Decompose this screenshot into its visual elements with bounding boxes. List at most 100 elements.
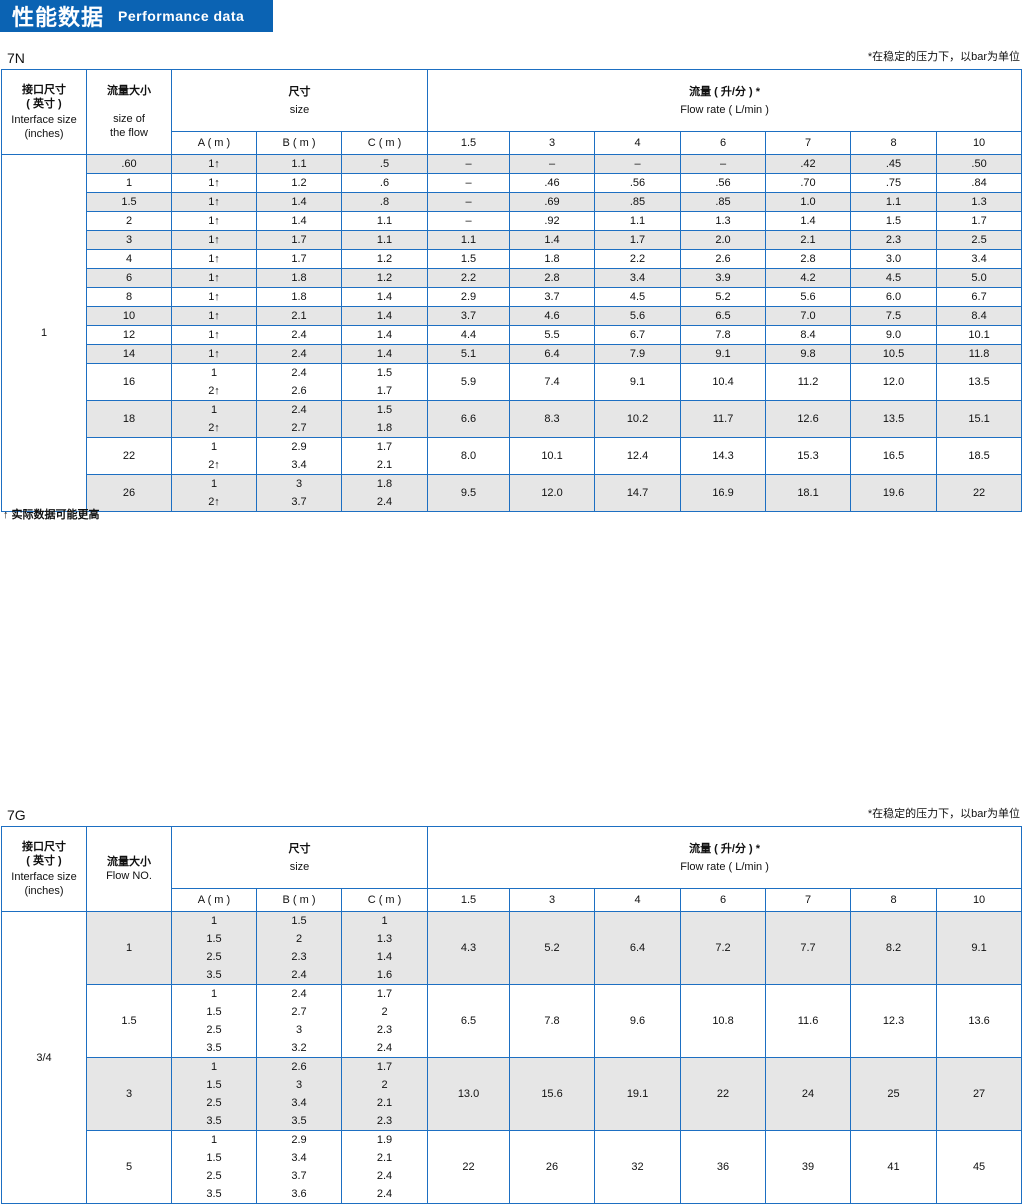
- dim-value: 2↑: [208, 385, 220, 397]
- dim-c-cell: 1.7 2.1: [340, 437, 429, 475]
- dim-value: 1.5: [206, 1006, 222, 1018]
- table-row: 1.5 1↑ 1.4.8– .69.85.85 1.0 1.1 1.3: [2, 192, 1022, 212]
- flow-rate-cell: .45: [850, 154, 938, 174]
- header-pressure: 6: [680, 888, 767, 912]
- header-pressure: 10: [936, 131, 1022, 155]
- performance-table-7n: 接口尺寸 ( 英寸 ) Interface size (inches) 流量大小 size…: [1, 69, 1022, 512]
- dim-b-cell: 1.7: [256, 249, 342, 269]
- flow-rate-cell: 11.7: [680, 400, 767, 438]
- table-row: 12 1↑ 2.4 1.4 4.4 5.5 6.7 7.8 8.4 9.0 10.1: [2, 325, 1022, 345]
- flow-size-cell: .60: [86, 154, 172, 174]
- dim-value: 2↑: [208, 459, 220, 471]
- dim-value: 2.3: [376, 1115, 393, 1127]
- header-text: 尺寸: [288, 85, 311, 98]
- flow-rate-cell: 2.0: [680, 230, 767, 250]
- dim-c-cell: .5: [340, 154, 429, 174]
- flow-rate-cell: –: [427, 154, 511, 174]
- flow-rate-cell: 1.4: [509, 230, 596, 250]
- dim-value: 1.1: [376, 234, 393, 246]
- flow-size-cell: 1: [86, 911, 172, 985]
- header-text: (inches): [24, 885, 64, 897]
- flow-rate-cell: –: [680, 154, 767, 174]
- table-row: 26 1 2↑ 3 3.7 1.8 2.4 9.5 12.0 14.7 16.9 18.1 19.6 22: [2, 474, 1022, 512]
- header-text: the flow: [110, 127, 148, 139]
- flow-rate-cell: 11.8: [936, 344, 1022, 364]
- flow-rate-cell: 2.9: [427, 287, 511, 307]
- dim-a-cell: 1↑: [171, 287, 257, 307]
- dim-c-cell: 1.4: [340, 344, 429, 364]
- flow-rate-cell: –: [427, 173, 511, 193]
- dim-b-cell: 2.4 2.7 3 3.2: [256, 984, 342, 1058]
- dim-a-cell: 1↑: [171, 306, 257, 326]
- flow-rate-cell: –: [594, 154, 682, 174]
- dim-a-cell: 1↑: [171, 211, 257, 231]
- flow-rate-cell: 1.1: [850, 192, 938, 212]
- flow-rate-cell: 36: [680, 1130, 767, 1204]
- dim-value: 3.4: [291, 459, 307, 471]
- dim-value: 2.4: [376, 1188, 393, 1200]
- dim-value: 2↑: [208, 422, 220, 434]
- flow-rate-cell: 8.4: [765, 325, 852, 345]
- dim-value: 1: [210, 1134, 218, 1146]
- flow-rate-cell: 1.1: [427, 230, 511, 250]
- flow-rate-cell: 12.4: [594, 437, 682, 475]
- header-size: 尺寸 size: [170, 826, 429, 889]
- flow-rate-cell: 2.8: [509, 268, 596, 288]
- dim-a-cell: 1↑: [171, 192, 257, 212]
- dim-value: 1↑: [208, 348, 220, 360]
- dim-value: 2.5: [206, 1024, 222, 1036]
- flow-size-cell: 1.5: [86, 984, 172, 1058]
- flow-rate-cell: .56: [594, 173, 682, 193]
- header-text: size of: [113, 113, 145, 125]
- dim-value: 1.2: [376, 272, 393, 284]
- dim-value: 3.5: [291, 1115, 307, 1127]
- flow-rate-cell: 24: [765, 1057, 852, 1131]
- flow-rate-cell: 6.6: [427, 400, 511, 438]
- dim-value: 1.7: [291, 234, 307, 246]
- flow-rate-cell: .50: [936, 154, 1022, 174]
- dim-a-cell: 1 1.5 2.5 3.5: [171, 1130, 257, 1204]
- dim-c-cell: 1.1: [340, 230, 429, 250]
- flow-rate-cell: 11.6: [765, 984, 852, 1058]
- dim-value: 1: [210, 988, 218, 1000]
- dim-value: 2.4: [291, 348, 307, 360]
- dim-value: 1.4: [376, 348, 393, 360]
- flow-rate-cell: 1.0: [765, 192, 852, 212]
- table-row: 22 1 2↑ 2.9 3.4 1.7 2.1 8.0 10.1 12.4 14.3 15.3 16.5…: [2, 437, 1022, 475]
- flow-rate-cell: 15.1: [936, 400, 1022, 438]
- flow-rate-cell: 3.7: [427, 306, 511, 326]
- table-row: 18 1 2↑ 2.4 2.7 1.5 1.8 6.6 8.3 10.2 11.7 12.6 13.5 1…: [2, 400, 1022, 438]
- dim-b-cell: 1.4: [256, 192, 342, 212]
- flow-rate-cell: .84: [936, 173, 1022, 193]
- flow-rate-cell: 5.2: [680, 287, 767, 307]
- dim-value: 1.1: [291, 158, 307, 170]
- dim-value: 1.8: [291, 291, 307, 303]
- dim-c-cell: 1.4: [340, 287, 429, 307]
- flow-rate-cell: 14.3: [680, 437, 767, 475]
- flow-rate-cell: 12.0: [509, 474, 596, 512]
- dim-value: 1.4: [376, 951, 393, 963]
- header-text: (inches): [24, 128, 64, 140]
- flow-rate-cell: 9.1: [594, 363, 682, 401]
- dim-value: 2.6: [291, 385, 307, 397]
- dim-value: 1.5: [376, 367, 393, 379]
- dim-value: 3.6: [291, 1188, 307, 1200]
- dim-b-cell: 2.1: [256, 306, 342, 326]
- flow-rate-cell: 9.1: [680, 344, 767, 364]
- flow-rate-cell: 1.7: [936, 211, 1022, 231]
- dim-a-cell: 1 2↑: [171, 363, 257, 401]
- dim-value: 1.5: [291, 915, 307, 927]
- dim-c-cell: .6: [340, 173, 429, 193]
- flow-rate-cell: –: [427, 211, 511, 231]
- dim-value: 1.4: [291, 196, 307, 208]
- flow-size-cell: 6: [86, 268, 172, 288]
- dim-a-cell: 1↑: [171, 154, 257, 174]
- header-text: 接口尺寸: [22, 84, 66, 96]
- header-text: Flow rate ( L/min ): [680, 860, 769, 873]
- dim-value: 1↑: [208, 253, 220, 265]
- flow-size-cell: 4: [86, 249, 172, 269]
- dim-value: 3.4: [291, 1152, 307, 1164]
- dim-value: 1.7: [376, 988, 393, 1000]
- dim-value: 1↑: [208, 272, 220, 284]
- dim-c-cell: 1.9 2.1 2.4 2.4: [340, 1130, 429, 1204]
